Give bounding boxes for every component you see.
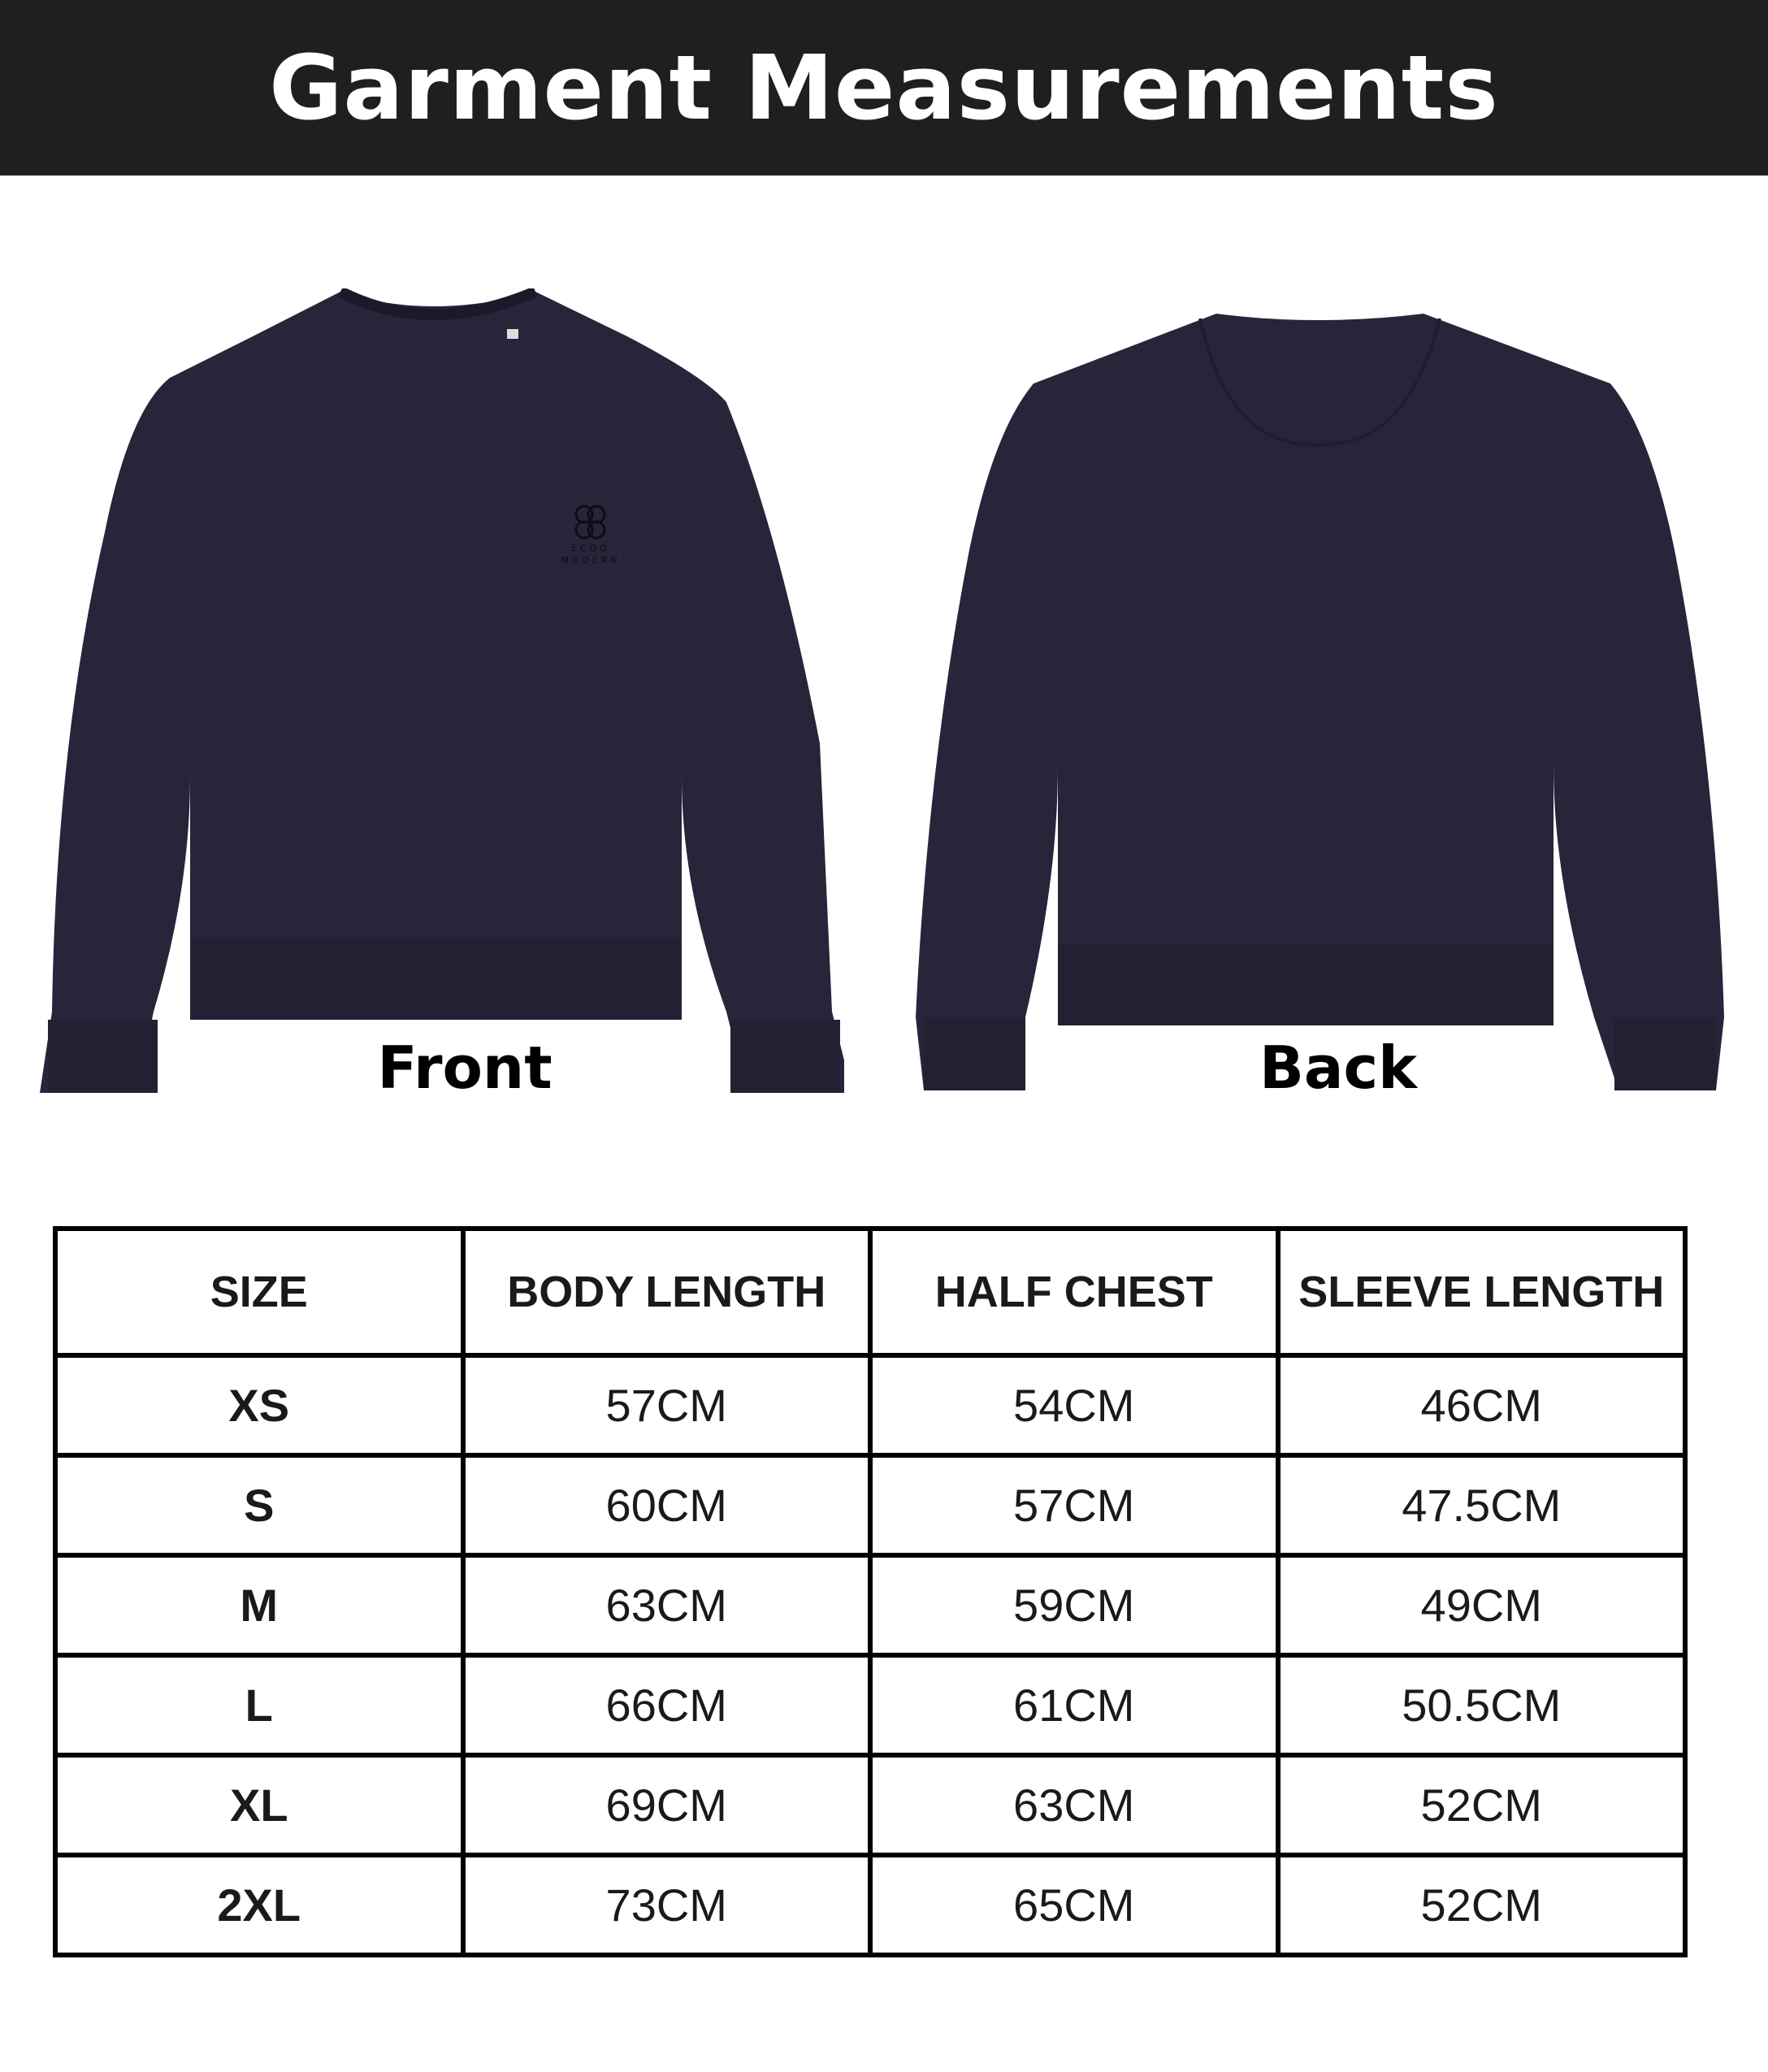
size-cell: 2XL <box>53 1853 466 1957</box>
logo-text: ECOO <box>571 543 610 553</box>
half-chest-cell: 65CM <box>868 1853 1280 1957</box>
size-chart-table: SIZE BODY LENGTH HALF CHEST SLEEVE LENGT… <box>53 1226 1688 1957</box>
sleeve-length-cell: 52CM <box>1275 1853 1688 1957</box>
table-row: 2XL 73CM 65CM 52CM <box>53 1853 1688 1957</box>
sleeve-length-cell: 50.5CM <box>1275 1653 1688 1758</box>
body-length-cell: 60CM <box>460 1453 873 1558</box>
column-header-sleeve-length: SLEEVE LENGTH <box>1275 1226 1688 1358</box>
size-cell: XS <box>53 1353 466 1458</box>
table-row: S 60CM 57CM 47.5CM <box>53 1453 1688 1558</box>
column-header-body-length: BODY LENGTH <box>460 1226 873 1358</box>
body-length-cell: 63CM <box>460 1553 873 1658</box>
table-row: L 66CM 61CM 50.5CM <box>53 1653 1688 1758</box>
half-chest-cell: 59CM <box>868 1553 1280 1658</box>
half-chest-cell: 61CM <box>868 1653 1280 1758</box>
front-label: Front <box>377 1034 552 1102</box>
table-row: XS 57CM 54CM 46CM <box>53 1353 1688 1458</box>
size-cell: S <box>53 1453 466 1558</box>
back-label: Back <box>1259 1034 1418 1102</box>
table-row: XL 69CM 63CM 52CM <box>53 1753 1688 1857</box>
sleeve-length-cell: 49CM <box>1275 1553 1688 1658</box>
sleeve-length-cell: 46CM <box>1275 1353 1688 1458</box>
body-length-cell: 69CM <box>460 1753 873 1857</box>
column-header-size: SIZE <box>53 1226 466 1358</box>
half-chest-cell: 63CM <box>868 1753 1280 1857</box>
body-length-cell: 73CM <box>460 1853 873 1957</box>
title-bar: Garment Measurements <box>0 0 1768 176</box>
sleeve-length-cell: 47.5CM <box>1275 1453 1688 1558</box>
body-length-cell: 66CM <box>460 1653 873 1758</box>
table-row: M 63CM 59CM 49CM <box>53 1553 1688 1658</box>
half-chest-cell: 57CM <box>868 1453 1280 1558</box>
page-title: Garment Measurements <box>269 36 1499 140</box>
column-header-half-chest: HALF CHEST <box>868 1226 1280 1358</box>
body-length-cell: 57CM <box>460 1353 873 1458</box>
sweater-back-image <box>912 310 1732 1099</box>
table-header-row: SIZE BODY LENGTH HALF CHEST SLEEVE LENGT… <box>53 1226 1688 1358</box>
size-cell: L <box>53 1653 466 1758</box>
sleeve-length-cell: 52CM <box>1275 1753 1688 1857</box>
sweater-front-image: ECOO MODERN <box>40 288 844 1101</box>
svg-text:MODERN: MODERN <box>561 555 620 566</box>
half-chest-cell: 54CM <box>868 1353 1280 1458</box>
size-cell: M <box>53 1553 466 1658</box>
size-cell: XL <box>53 1753 466 1857</box>
